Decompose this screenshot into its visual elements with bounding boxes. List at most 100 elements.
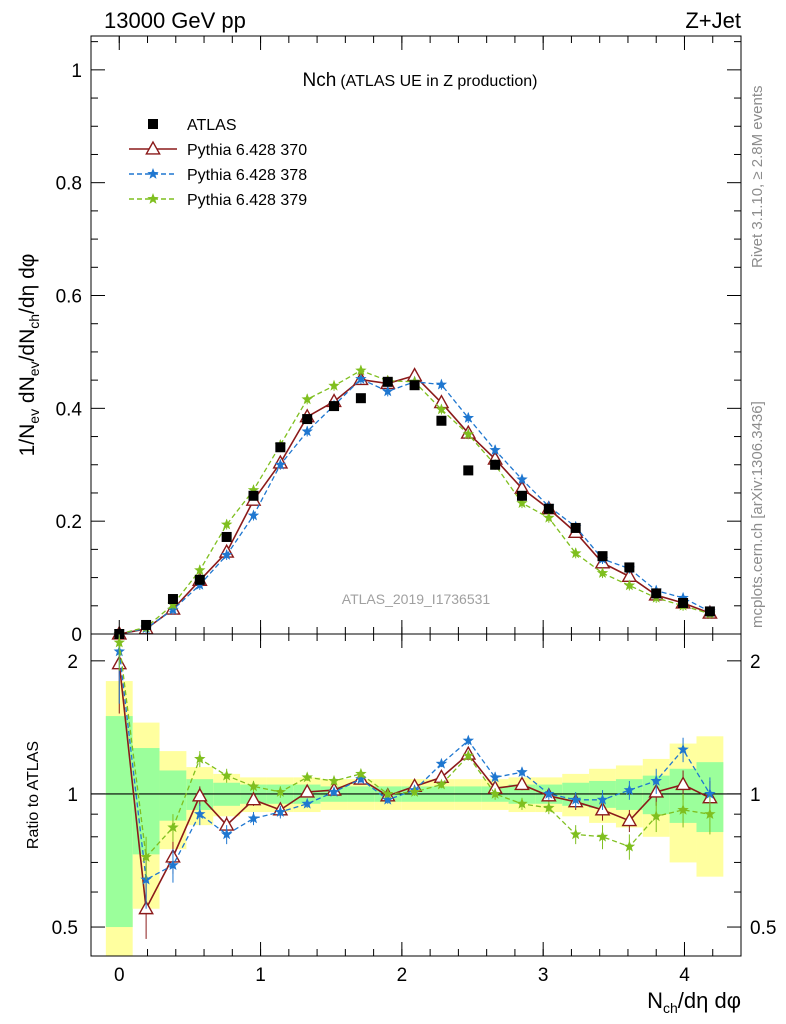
main-point-0-18: [597, 551, 608, 562]
ratio-point-3-9: [355, 767, 367, 779]
ratio-point-2-4: [220, 828, 233, 840]
main-point-0-1: [141, 619, 152, 630]
ratio-point-3-13: [462, 749, 474, 761]
legend-label: Pythia 6.428 378: [187, 167, 307, 184]
main-point-2-5: [247, 509, 260, 521]
ratio-point-3-20: [650, 810, 662, 822]
ratio-point-3-15: [516, 797, 528, 809]
main-point-0-12: [436, 415, 447, 426]
main-point-0-17: [570, 522, 581, 533]
ratio-point-3-6: [274, 786, 287, 797]
legend-marker: [148, 119, 158, 129]
legend-marker: [147, 193, 159, 204]
legend-label: Pythia 6.428 370: [187, 142, 307, 159]
ratio-point-3-7: [301, 771, 313, 783]
main-point-2-9: [355, 373, 367, 384]
main-series-layer: [111, 364, 718, 640]
ratio-point-2-9: [355, 773, 367, 784]
ratio-point-2-5: [247, 812, 260, 824]
ratio-y-tick-label-right: 1: [750, 785, 761, 806]
ratio-point-3-5: [247, 780, 260, 792]
process-label: Z+Jet: [685, 8, 741, 33]
ratio-y-tick-label: 2: [67, 652, 78, 673]
main-point-0-9: [355, 393, 366, 404]
y-tick-label: 0.8: [56, 174, 82, 195]
main-point-0-7: [302, 414, 313, 425]
main-point-3-12: [435, 403, 448, 415]
x-axis-label: Nch/dη dφ: [647, 988, 741, 1016]
main-point-0-22: [704, 606, 715, 617]
ratio-point-3-0: [113, 636, 125, 648]
main-point-0-16: [543, 503, 554, 514]
ratio-plot-frame: [90, 633, 742, 957]
ratio-point-2-14: [489, 771, 501, 783]
main-point-2-7: [301, 425, 313, 437]
ratio-point-2-17: [570, 793, 582, 805]
mcplots-label: mcplots.cern.ch [arXiv:1306.3436]: [749, 401, 766, 628]
ratio-point-3-21: [677, 803, 689, 815]
legend-marker: [145, 140, 161, 155]
main-point-2-15: [516, 473, 528, 485]
ratio-point-3-14: [489, 787, 501, 799]
ratio-y-tick-label-right: 0.5: [750, 918, 776, 939]
main-point-3-15: [516, 497, 528, 508]
ratio-point-2-13: [462, 734, 474, 746]
legend-label: ATLAS: [187, 117, 237, 134]
legend-entry-2: Pythia 6.428 378: [129, 167, 307, 184]
ratio-point-2-22: [704, 787, 716, 799]
main-point-0-21: [678, 597, 689, 608]
main-point-3-3: [194, 564, 206, 576]
main-point-3-8: [328, 379, 340, 391]
main-point-3-19: [623, 579, 636, 591]
ratio-point-1-15: [514, 776, 530, 791]
ratio-point-3-12: [435, 778, 448, 790]
rivet-label: Rivet 3.1.10, ≥ 2.8M events: [749, 86, 766, 269]
ratio-point-3-22: [704, 808, 716, 819]
main-point-2-6: [274, 458, 287, 470]
legend-marker: [147, 168, 159, 179]
ratio-y-tick-label-right: 2: [750, 652, 761, 673]
ratio-point-2-20: [650, 774, 662, 786]
ratio-point-3-16: [543, 801, 555, 813]
main-point-2-21: [677, 591, 689, 603]
plot-title-main: Nch: [303, 70, 337, 91]
series-0: [114, 376, 715, 639]
ratio-point-2-19: [623, 784, 636, 795]
analysis-watermark: ATLAS_2019_I1736531: [342, 591, 491, 607]
main-point-0-4: [221, 531, 232, 542]
main-point-3-5: [247, 484, 260, 495]
ratio-y-tick-label: 1: [67, 785, 78, 806]
legend: ATLAS Pythia 6.428 370 Pythia 6.428 378 Pyt…: [129, 117, 307, 209]
y-tick-label: 0.2: [56, 512, 82, 533]
ratio-series-3: [113, 634, 716, 880]
ratio-point-2-6: [274, 806, 287, 817]
ratio-point-3-11: [408, 786, 421, 797]
ratio-point-3-19: [623, 840, 636, 852]
ratio-point-2-16: [543, 787, 555, 799]
main-point-0-2: [167, 594, 178, 605]
ratio-point-2-21: [677, 743, 689, 755]
ratio-point-2-15: [516, 766, 528, 777]
ratio-point-2-3: [194, 808, 206, 819]
x-tick-label: 2: [397, 965, 408, 986]
main-point-3-2: [167, 598, 179, 610]
ratio-point-3-10: [382, 787, 394, 799]
ratio-point-1-7: [299, 783, 316, 798]
ratio-y-tick-label: 0.5: [52, 918, 78, 939]
main-point-0-15: [516, 490, 527, 501]
plot-title: Nch (ATLAS UE in Z production): [303, 70, 538, 91]
main-point-3-18: [596, 567, 609, 578]
main-point-3-13: [462, 428, 474, 440]
legend-entry-1: Pythia 6.428 370: [129, 140, 307, 159]
energy-label: 13000 GeV pp: [104, 8, 246, 33]
main-point-0-14: [490, 459, 501, 470]
main-y-axis-label: 1/Nev dNev/dNch/dη dφ: [16, 254, 42, 457]
main-point-3-9: [355, 364, 367, 376]
ratio-point-2-7: [301, 797, 313, 809]
x-tick-label: 4: [679, 965, 690, 986]
main-point-2-13: [462, 411, 474, 423]
ratio-uncertainty-bands: [91, 681, 741, 956]
ratio-point-1-3: [191, 787, 208, 802]
main-point-3-4: [220, 518, 233, 530]
